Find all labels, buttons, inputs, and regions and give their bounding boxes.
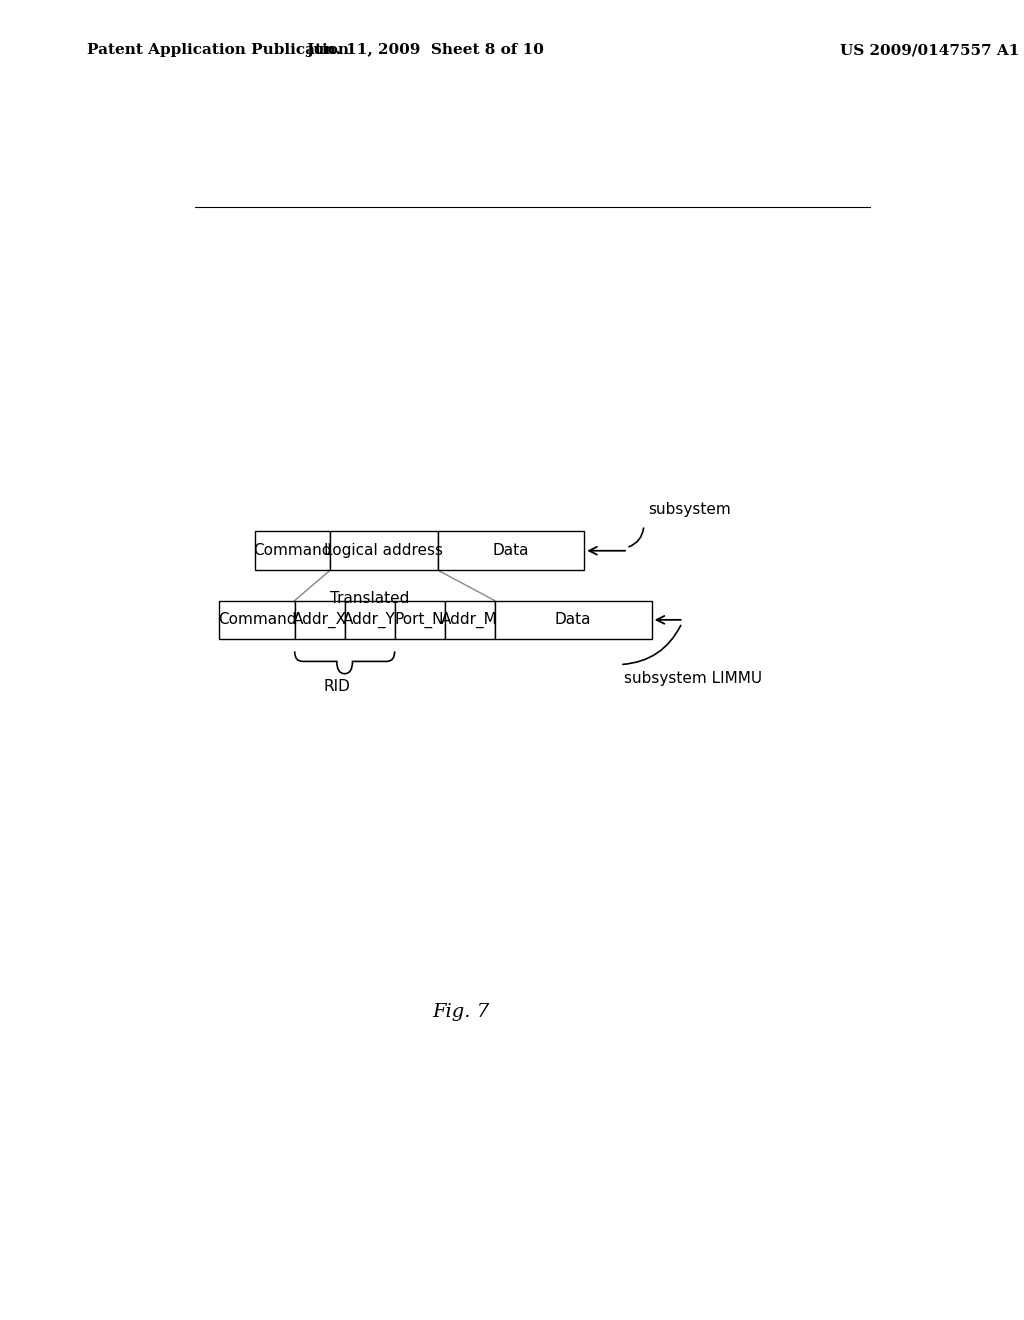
Text: Translated: Translated — [331, 591, 410, 606]
Text: Command: Command — [253, 544, 332, 558]
Bar — [255, 532, 331, 570]
Text: Jun. 11, 2009  Sheet 8 of 10: Jun. 11, 2009 Sheet 8 of 10 — [306, 44, 544, 57]
Text: Data: Data — [493, 544, 529, 558]
Text: Port_N: Port_N — [395, 611, 444, 628]
Text: subsystem LIMMU: subsystem LIMMU — [624, 672, 762, 686]
Text: Data: Data — [555, 612, 592, 627]
Text: Command: Command — [218, 612, 296, 627]
Text: US 2009/0147557 A1: US 2009/0147557 A1 — [840, 44, 1019, 57]
Bar — [345, 601, 394, 639]
Bar — [394, 601, 444, 639]
Text: Patent Application Publication: Patent Application Publication — [87, 44, 349, 57]
Bar — [219, 601, 295, 639]
Bar — [437, 532, 585, 570]
Text: RID: RID — [324, 678, 350, 694]
Bar — [331, 532, 437, 570]
Bar — [295, 601, 345, 639]
Text: Addr_M: Addr_M — [441, 611, 498, 628]
Text: Addr_Y: Addr_Y — [343, 611, 396, 628]
Text: Addr_X: Addr_X — [293, 611, 347, 628]
Bar — [444, 601, 495, 639]
Bar — [495, 601, 652, 639]
Text: Logical address: Logical address — [325, 544, 443, 558]
Text: Fig. 7: Fig. 7 — [433, 1003, 489, 1022]
Text: subsystem: subsystem — [648, 502, 730, 516]
